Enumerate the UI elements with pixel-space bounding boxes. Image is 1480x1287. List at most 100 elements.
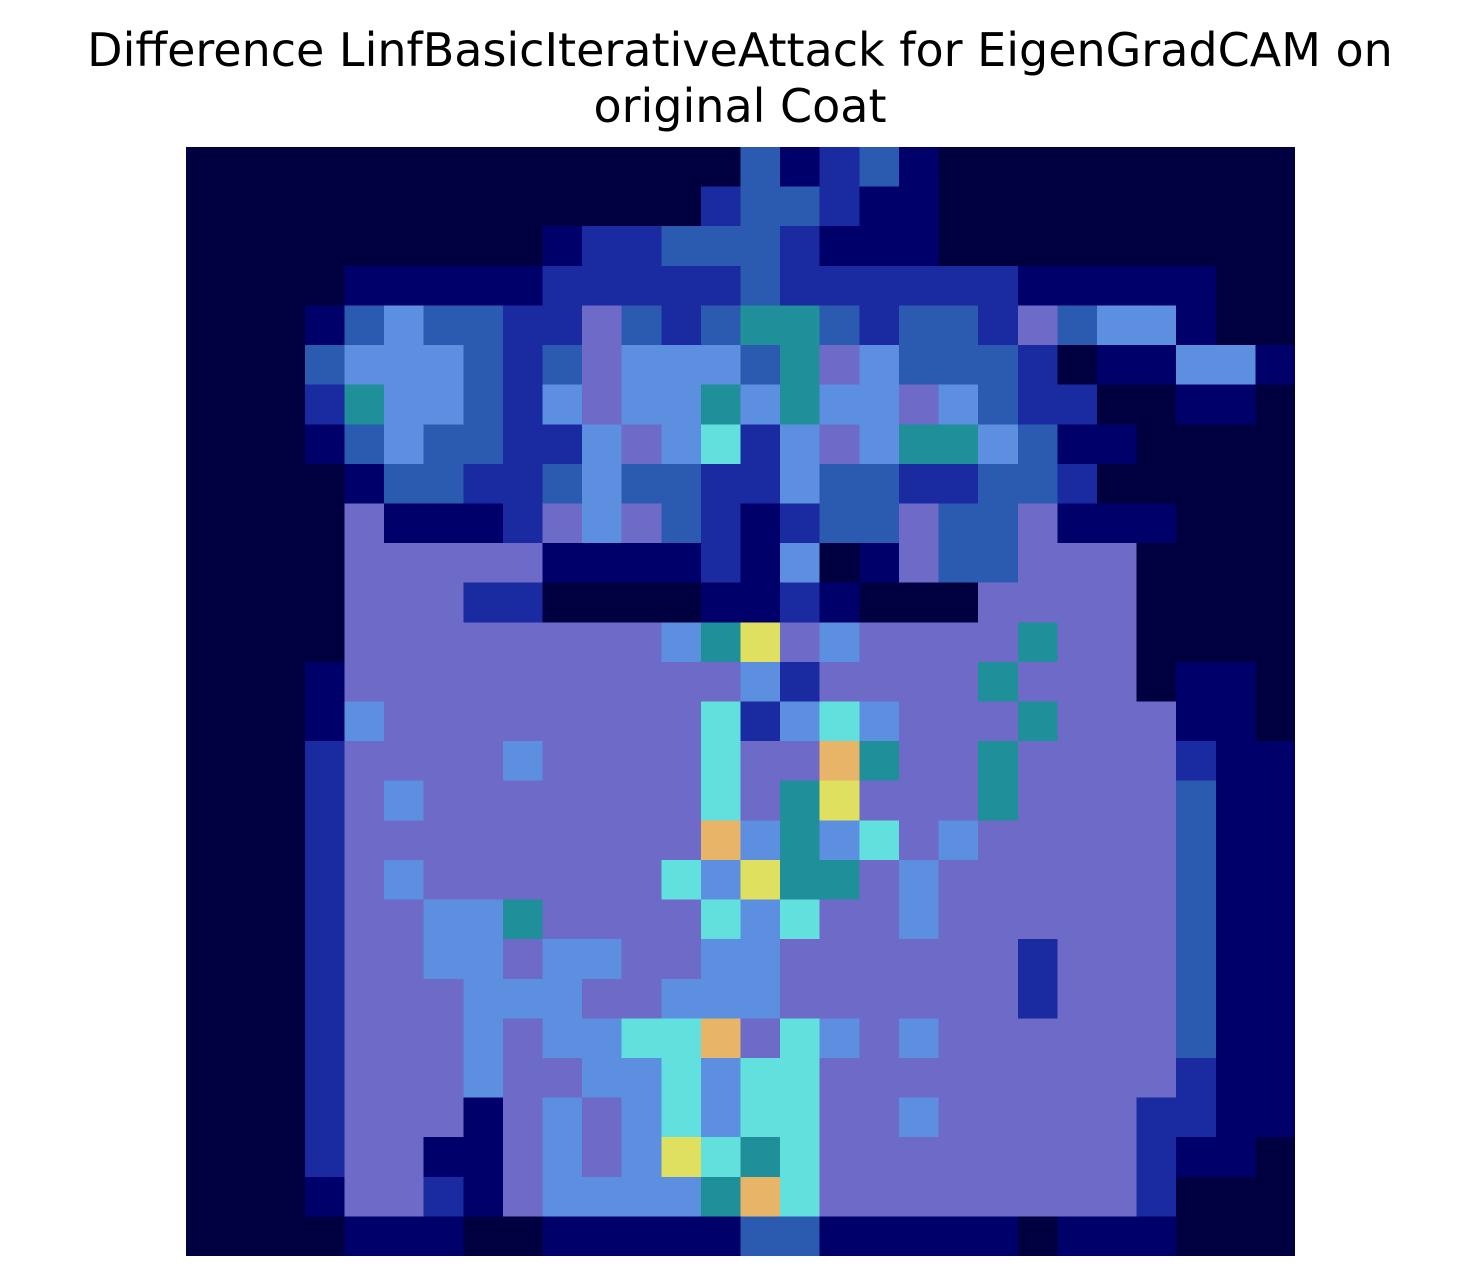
heatmap-cell: [859, 1018, 900, 1059]
heatmap-cell: [780, 147, 821, 188]
heatmap-cell: [225, 1097, 267, 1138]
heatmap-cell: [898, 345, 940, 386]
heatmap-cell: [661, 1097, 702, 1138]
heatmap-cell: [938, 978, 979, 1020]
heatmap-cell: [1136, 345, 1177, 386]
heatmap-cell: [1255, 1097, 1295, 1138]
heatmap-cell: [1215, 265, 1257, 307]
heatmap-cell: [740, 305, 781, 346]
heatmap-cell: [1215, 1097, 1257, 1138]
heatmap-cell: [1017, 1097, 1059, 1138]
heatmap-cell: [819, 265, 861, 307]
heatmap-cell: [186, 543, 227, 584]
heatmap-cell: [344, 622, 385, 663]
heatmap-cell: [898, 859, 940, 901]
heatmap-cell: [542, 345, 583, 386]
heatmap-cell: [740, 1137, 781, 1178]
heatmap-cell: [938, 859, 979, 901]
heatmap-cell: [819, 186, 861, 228]
heatmap-cell: [859, 701, 900, 742]
heatmap-cell: [700, 463, 742, 505]
heatmap-cell: [225, 186, 267, 228]
heatmap-cell: [304, 780, 346, 822]
heatmap-cell: [978, 1176, 1019, 1218]
heatmap-cell: [582, 582, 623, 624]
heatmap-cell: [1096, 1057, 1138, 1099]
heatmap-cell: [1057, 503, 1098, 544]
heatmap-cell: [502, 780, 544, 822]
heatmap-cell: [661, 384, 702, 426]
heatmap-cell: [938, 701, 979, 742]
heatmap-cell: [304, 384, 346, 426]
heatmap-cell: [384, 1057, 425, 1099]
heatmap-cell: [1215, 384, 1257, 426]
heatmap-cell: [1136, 226, 1177, 267]
heatmap-cell: [1057, 305, 1098, 346]
heatmap-cell: [898, 384, 940, 426]
heatmap-cell: [1096, 939, 1138, 980]
heatmap-cell: [978, 859, 1019, 901]
heatmap-cell: [384, 345, 425, 386]
heatmap-cell: [225, 1057, 267, 1099]
heatmap-cell: [978, 582, 1019, 624]
heatmap-cell: [384, 503, 425, 544]
heatmap-cell: [1176, 978, 1217, 1020]
heatmap-cell: [661, 305, 702, 346]
heatmap-cell: [186, 1057, 227, 1099]
heatmap-cell: [1215, 741, 1257, 782]
heatmap-cell: [1017, 741, 1059, 782]
heatmap-cell: [225, 582, 267, 624]
heatmap-cell: [1176, 503, 1217, 544]
heatmap-cell: [344, 543, 385, 584]
heatmap-cell: [1176, 661, 1217, 703]
heatmap-cell: [502, 939, 544, 980]
heatmap-cell: [978, 226, 1019, 267]
heatmap-cell: [859, 463, 900, 505]
heatmap-cell: [1017, 463, 1059, 505]
heatmap-cell: [978, 899, 1019, 940]
heatmap-cell: [502, 661, 544, 703]
heatmap-cell: [542, 859, 583, 901]
heatmap-cell: [1136, 661, 1177, 703]
heatmap-cell: [582, 265, 623, 307]
heatmap-cell: [423, 503, 465, 544]
heatmap-cell: [344, 661, 385, 703]
heatmap-cell: [1096, 820, 1138, 861]
heatmap-cell: [384, 780, 425, 822]
heatmap-cell: [700, 622, 742, 663]
heatmap-cell: [1136, 305, 1177, 346]
heatmap-cell: [859, 1057, 900, 1099]
heatmap-cell: [542, 305, 583, 346]
heatmap-cell: [582, 186, 623, 228]
heatmap-cell: [621, 543, 663, 584]
heatmap-cell: [938, 226, 979, 267]
heatmap-cell: [463, 622, 504, 663]
heatmap-cell: [186, 1216, 227, 1256]
heatmap-cell: [384, 622, 425, 663]
heatmap-cell: [423, 305, 465, 346]
heatmap-cell: [1017, 147, 1059, 188]
heatmap-cell: [1176, 780, 1217, 822]
heatmap-cell: [463, 1097, 504, 1138]
heatmap-canvas: [186, 147, 1295, 1256]
heatmap-cell: [819, 345, 861, 386]
heatmap-cell: [661, 1216, 702, 1256]
heatmap-cell: [1255, 859, 1295, 901]
heatmap-cell: [542, 582, 583, 624]
heatmap-cell: [1017, 661, 1059, 703]
heatmap-cell: [265, 1097, 306, 1138]
heatmap-cell: [1215, 780, 1257, 822]
heatmap-cell: [344, 1137, 385, 1178]
heatmap-cell: [700, 582, 742, 624]
heatmap-cell: [1215, 186, 1257, 228]
heatmap-cell: [819, 741, 861, 782]
heatmap-cell: [225, 820, 267, 861]
heatmap-cell: [344, 1018, 385, 1059]
heatmap-cell: [661, 543, 702, 584]
heatmap-cell: [463, 939, 504, 980]
heatmap-cell: [384, 661, 425, 703]
heatmap-cell: [819, 1018, 861, 1059]
heatmap-cell: [1176, 1018, 1217, 1059]
heatmap-cell: [384, 186, 425, 228]
heatmap-cell: [859, 780, 900, 822]
